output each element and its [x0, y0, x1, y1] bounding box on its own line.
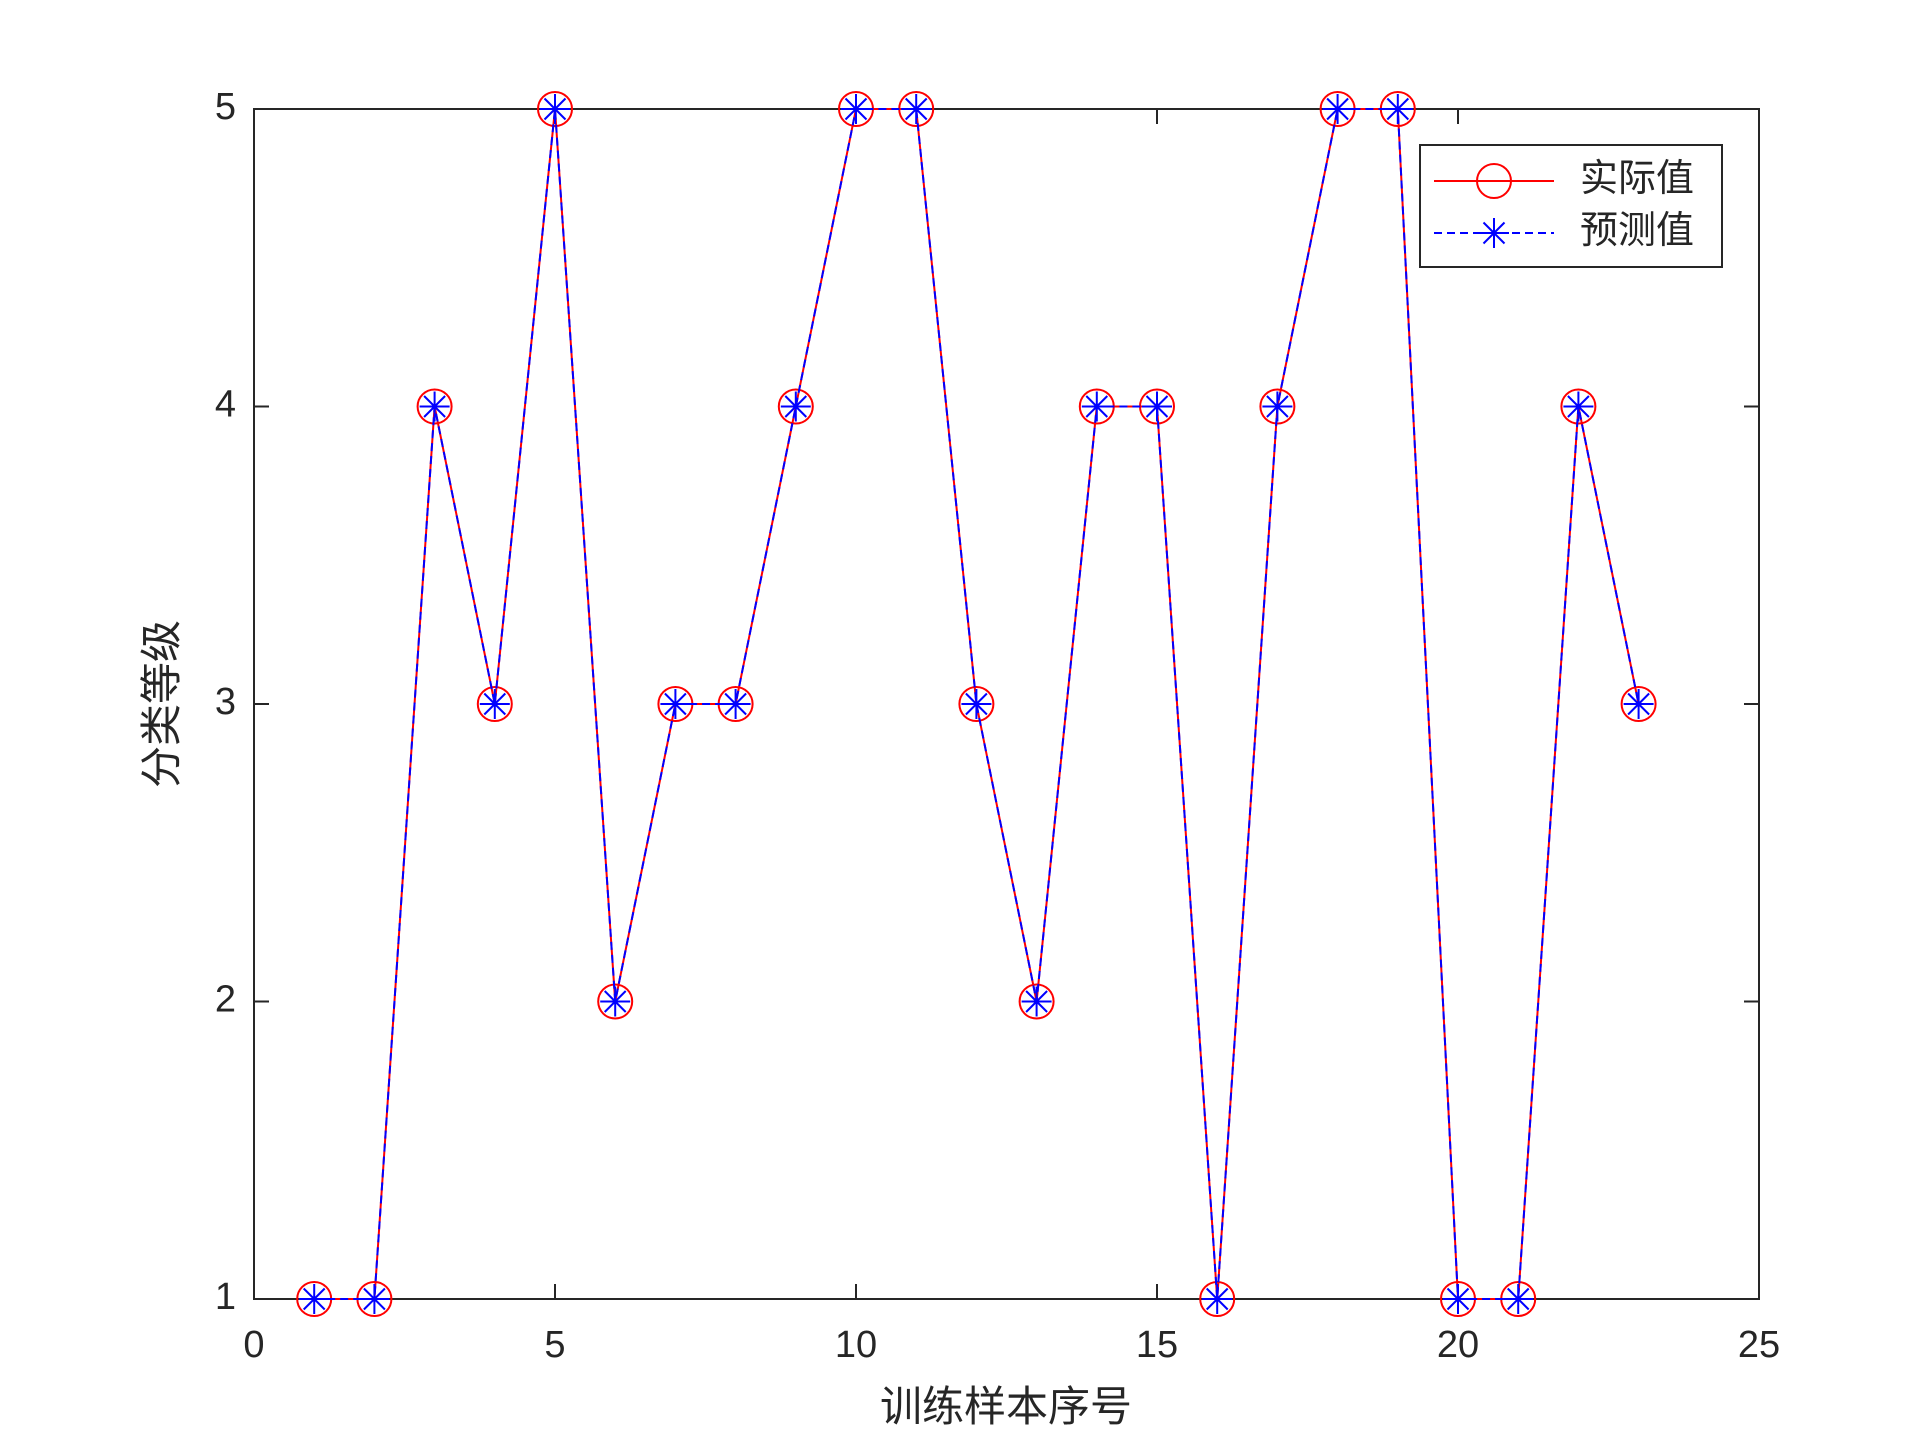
- y-tick-label: 2: [215, 979, 236, 1021]
- marker: [780, 391, 811, 422]
- marker: [476, 686, 513, 722]
- marker: [901, 94, 932, 124]
- marker: [1382, 94, 1413, 124]
- legend-box: [1419, 144, 1723, 268]
- marker: [1202, 1284, 1233, 1314]
- marker: [597, 983, 634, 1020]
- x-axis-label: 训练样本序号: [880, 1383, 1132, 1430]
- marker: [537, 91, 573, 127]
- marker: [1560, 388, 1597, 425]
- marker: [958, 686, 995, 722]
- y-tick-label: 4: [215, 384, 236, 426]
- marker: [1623, 689, 1654, 719]
- x-tick-label: 20: [1437, 1324, 1479, 1366]
- marker: [1199, 1281, 1236, 1317]
- x-tick-label: 25: [1738, 1324, 1780, 1366]
- marker: [1443, 1284, 1473, 1314]
- marker: [299, 1284, 330, 1314]
- axes-box: [253, 108, 1760, 1300]
- legend-marker: [1476, 163, 1512, 199]
- y-axis-label: 分类等级: [138, 620, 185, 788]
- marker: [359, 1284, 390, 1314]
- legend-label: 实际值: [1580, 158, 1694, 200]
- marker: [1081, 391, 1112, 422]
- marker: [1021, 986, 1052, 1017]
- marker: [479, 689, 510, 719]
- marker: [419, 391, 450, 422]
- marker: [1503, 1284, 1534, 1314]
- y-tick-label: 3: [215, 681, 236, 723]
- marker: [720, 689, 751, 719]
- series-line: [314, 108, 1640, 1300]
- legend-marker: [1479, 218, 1509, 248]
- marker: [1142, 391, 1172, 422]
- x-tick-label: 10: [835, 1324, 877, 1366]
- legend-label: 预测值: [1580, 210, 1694, 252]
- y-tick-label: 5: [215, 86, 236, 128]
- marker: [1620, 686, 1657, 722]
- marker: [540, 94, 570, 124]
- marker: [1259, 388, 1296, 425]
- marker: [841, 94, 871, 124]
- y-tick-label: 1: [215, 1276, 236, 1318]
- marker: [1322, 94, 1353, 124]
- marker: [961, 689, 992, 719]
- marker: [600, 986, 631, 1017]
- marker: [660, 689, 691, 719]
- marker: [1018, 983, 1055, 1020]
- marker: [1262, 391, 1293, 422]
- marker: [777, 388, 814, 425]
- x-tick-label: 15: [1136, 1324, 1178, 1366]
- marker: [416, 388, 453, 425]
- x-tick-label: 0: [243, 1324, 264, 1366]
- marker: [1563, 391, 1594, 422]
- x-tick-label: 5: [544, 1324, 565, 1366]
